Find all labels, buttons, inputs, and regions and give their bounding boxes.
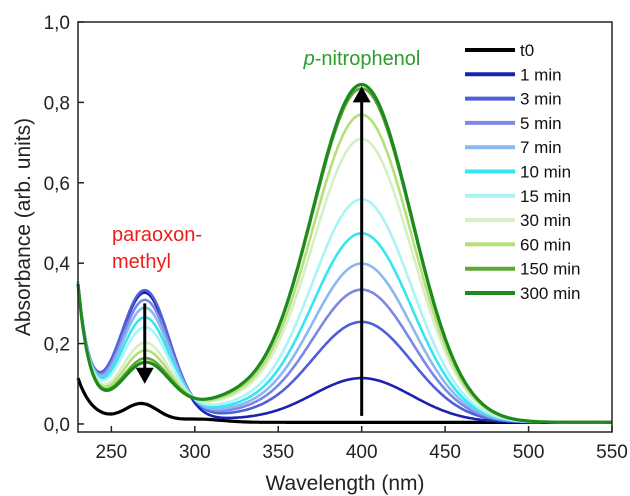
- reactant-annotation-line2: methyl: [112, 251, 171, 273]
- y-tick-label: 0,4: [44, 254, 71, 275]
- y-axis-title: Absorbance (arb. units): [12, 118, 35, 336]
- plot-frame: [77, 21, 613, 433]
- spectra-curves: [76, 82, 612, 424]
- legend-label: 30 min: [520, 211, 571, 230]
- y-tick-label: 0,2: [44, 335, 70, 356]
- y-axis-ticks: 0,0 0,2 0,4 0,6 0,8 1,0: [44, 13, 84, 436]
- x-axis-title: Wavelength (nm): [265, 472, 424, 495]
- product-annotation: p-nitrophenol: [303, 48, 421, 70]
- y-tick-label: 1,0: [44, 13, 70, 34]
- legend-label: 300 min: [520, 284, 580, 303]
- y-tick-label: 0,0: [44, 415, 70, 436]
- legend-label: 7 min: [520, 138, 562, 157]
- legend-label: t0: [520, 41, 534, 60]
- x-tick-label: 500: [513, 442, 545, 463]
- y-tick-label: 0,6: [44, 174, 70, 195]
- x-tick-label: 400: [346, 442, 378, 463]
- legend-label: 5 min: [520, 114, 562, 133]
- decrease-arrow-head: [135, 367, 154, 384]
- x-tick-label: 450: [429, 442, 461, 463]
- increase-arrow-head: [352, 86, 371, 103]
- trend-arrows: [135, 86, 371, 416]
- legend-label: 150 min: [520, 260, 580, 279]
- x-axis-ticks: 250 300 350 400 450 500 550: [96, 426, 628, 463]
- legend-label: 1 min: [520, 65, 562, 84]
- legend-label: 15 min: [520, 187, 571, 206]
- legend-label: 10 min: [520, 163, 571, 182]
- legend: t0 1 min 3 min 5 min 7 min 10 min 15 min 30 min…: [465, 41, 580, 303]
- product-annotation-suffix: -nitrophenol: [315, 48, 421, 70]
- x-tick-label: 300: [179, 442, 211, 463]
- product-annotation-prefix: p: [303, 48, 315, 70]
- legend-label: 60 min: [520, 235, 571, 254]
- y-tick-label: 0,8: [44, 93, 70, 114]
- x-tick-label: 350: [262, 442, 294, 463]
- reactant-annotation-line1: paraoxon-: [112, 224, 202, 246]
- legend-label: 3 min: [520, 90, 562, 109]
- series-line-300-min: [76, 82, 612, 424]
- x-tick-label: 250: [96, 442, 128, 463]
- series-line-t0: [76, 377, 612, 424]
- x-tick-label: 550: [596, 442, 628, 463]
